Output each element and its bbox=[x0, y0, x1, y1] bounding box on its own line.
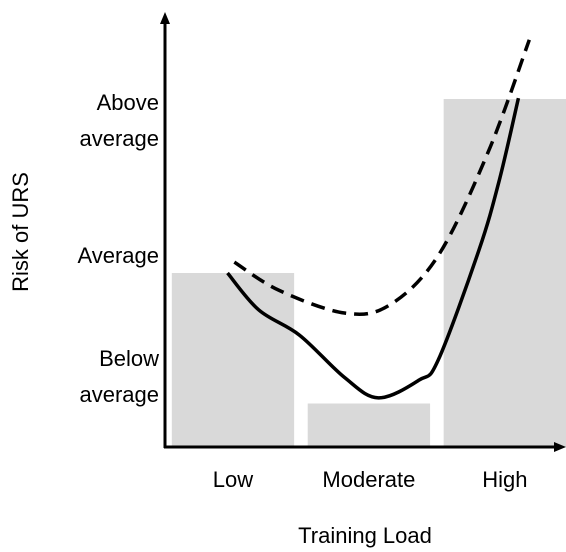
x-tick-label: High bbox=[482, 467, 527, 492]
x-axis-label: Training Load bbox=[298, 523, 432, 548]
y-axis-label: Risk of URS bbox=[8, 172, 33, 292]
dashed-line bbox=[233, 39, 531, 316]
x-tick-label: Low bbox=[213, 467, 253, 492]
x-tick-label: Moderate bbox=[322, 467, 415, 492]
x-axis-arrow bbox=[554, 442, 566, 452]
solid-line bbox=[226, 97, 521, 400]
y-tick-label: Average bbox=[77, 242, 159, 268]
y-axis-arrow bbox=[160, 12, 170, 24]
y-tick-label: Above average bbox=[79, 89, 159, 151]
y-tick-label: Below average bbox=[79, 346, 159, 408]
bar bbox=[171, 273, 295, 447]
bar bbox=[307, 403, 431, 447]
